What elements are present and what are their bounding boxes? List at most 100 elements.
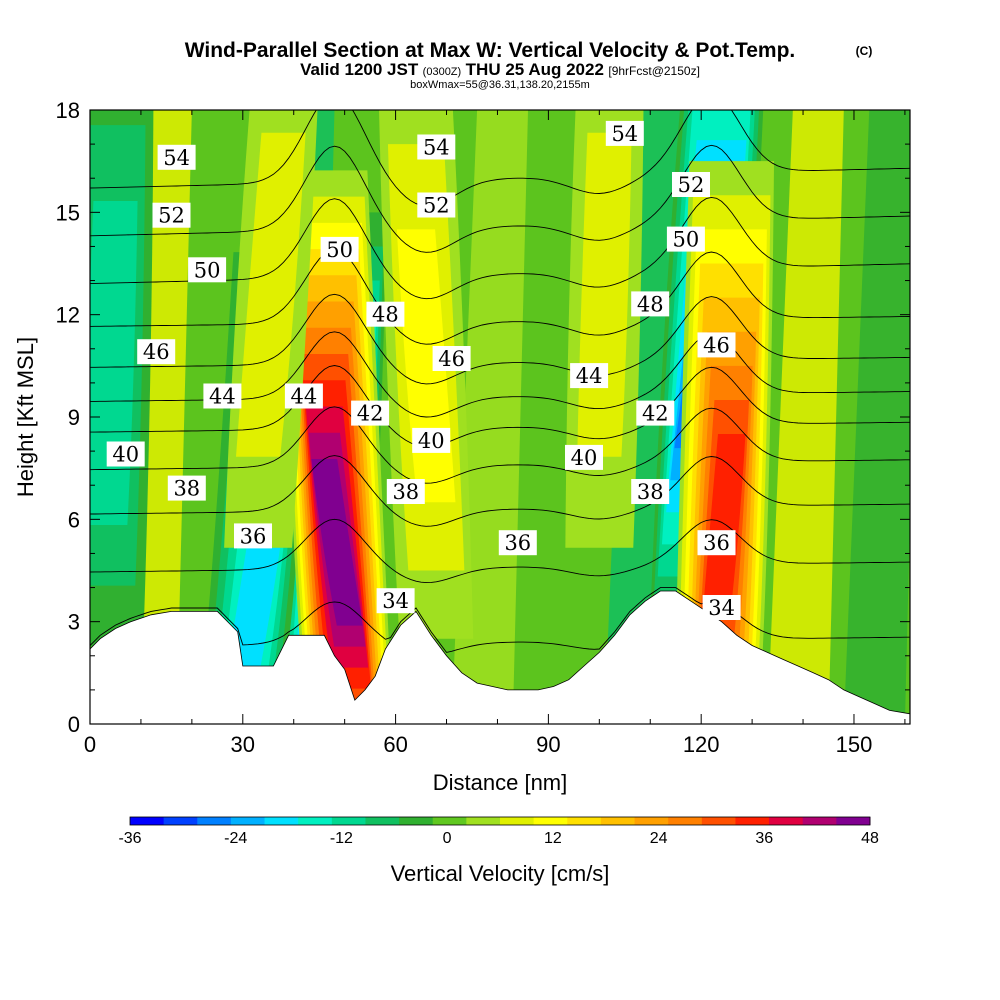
isentrope-label-52-4: 52 xyxy=(417,192,456,218)
isentrope-42 xyxy=(90,365,910,448)
isentrope-label-text: 48 xyxy=(372,303,399,327)
y-tick-label-3: 3 xyxy=(68,610,80,635)
x-axis: 0 30 60 90 120 150 xyxy=(84,110,906,757)
x-tick-label-120: 120 xyxy=(683,732,720,757)
isentrope-label-text: 36 xyxy=(703,531,730,555)
y-tick-label-15: 15 xyxy=(56,200,80,225)
colorbar-swatch-20 xyxy=(802,817,837,825)
isentrope-label-54-2: 54 xyxy=(605,120,644,146)
x-axis-label: Distance [nm] xyxy=(433,770,568,795)
isentrope-label-box xyxy=(386,479,425,504)
colorbar-tick-label-0: 0 xyxy=(443,830,452,847)
isentrope-label-38-22: 38 xyxy=(167,475,206,501)
isentrope-48 xyxy=(90,248,910,345)
colorbar-swatch-18 xyxy=(735,817,770,825)
isentrope-label-box xyxy=(188,257,227,283)
isentrope-label-40-20: 40 xyxy=(412,427,451,453)
isentrope-label-box xyxy=(636,400,675,426)
colorbar-swatch-16 xyxy=(668,817,703,825)
isentrope-label-40-19: 40 xyxy=(106,441,145,467)
isentrope-label-box xyxy=(570,363,609,389)
isentrope-label-text: 52 xyxy=(158,204,185,228)
isentrope-label-box xyxy=(605,120,644,146)
colorbar-swatch-7 xyxy=(365,817,400,825)
box-wmax-subtitle: boxWmax=55@36.31,138.20,2155m xyxy=(410,79,590,91)
y-tick-label-6: 6 xyxy=(68,507,80,532)
x-tick-label-150: 150 xyxy=(836,732,873,757)
colorbar-swatch-15 xyxy=(634,817,669,825)
isentrope-label-text: 46 xyxy=(703,333,730,357)
isentrope-label-text: 50 xyxy=(673,228,700,252)
colorbar-swatch-12 xyxy=(533,817,568,825)
isentrope-34 xyxy=(90,587,910,653)
isentrope-label-text: 50 xyxy=(194,258,221,282)
isentrope-label-54-0: 54 xyxy=(157,144,196,170)
background-stripe-4 xyxy=(767,110,844,724)
colorbar-swatch-0 xyxy=(130,817,165,825)
colorbar-swatch-5 xyxy=(298,817,333,825)
isentrope-label-box xyxy=(234,523,272,549)
isentrope-labels: 54 54 54 52 52 52 50 50 50 48 48 46 46 46 44 44 44 42 42 40… xyxy=(106,120,741,620)
background-stripe-5 xyxy=(843,110,910,724)
colorbar-swatch-11 xyxy=(500,817,535,825)
colorbar-swatch-4 xyxy=(264,817,299,825)
isentrope-label-44-15: 44 xyxy=(284,383,323,409)
colorbar-swatch-10 xyxy=(466,817,501,825)
isentrope-label-50-6: 50 xyxy=(188,257,227,283)
isentrope-lines xyxy=(90,110,910,653)
terrain-mask xyxy=(90,590,910,724)
isentrope-label-box xyxy=(351,400,390,426)
isentrope-label-52-5: 52 xyxy=(672,172,710,197)
isentrope-label-34-29: 34 xyxy=(702,595,741,620)
isentrope-46 xyxy=(90,293,910,385)
y-tick-label-9: 9 xyxy=(68,405,80,430)
isentrope-label-text: 42 xyxy=(357,402,384,426)
isentrope-label-box xyxy=(412,427,451,453)
isentrope-label-text: 52 xyxy=(423,194,450,218)
isentrope-label-48-10: 48 xyxy=(631,291,670,317)
isentrope-label-box xyxy=(565,444,603,470)
isentrope-label-box xyxy=(366,301,405,327)
isentrope-label-text: 54 xyxy=(163,146,190,170)
x-tick-label-30: 30 xyxy=(231,732,255,757)
isentrope-label-text: 50 xyxy=(326,238,353,262)
isentrope-label-36-25: 36 xyxy=(234,523,272,549)
isentrope-label-text: 44 xyxy=(291,385,318,409)
colorbar-swatch-2 xyxy=(197,817,232,825)
y-tick-label-12: 12 xyxy=(56,303,80,328)
isentrope-label-44-16: 44 xyxy=(570,363,609,389)
isentrope-label-text: 46 xyxy=(143,340,170,364)
isentrope-label-box xyxy=(320,236,359,262)
colorbar-tick-label-24: 24 xyxy=(650,830,668,847)
isentrope-label-38-23: 38 xyxy=(386,479,425,504)
colorbar-swatch-1 xyxy=(163,817,198,825)
updraft-band-1-level-36 xyxy=(702,434,746,615)
isentrope-50 xyxy=(90,196,910,300)
isentrope-label-36-27: 36 xyxy=(697,530,736,556)
isentrope-label-box xyxy=(157,144,196,170)
isentrope-label-52-3: 52 xyxy=(152,202,191,228)
isentrope-label-box xyxy=(702,595,741,620)
isentrope-label-42-17: 42 xyxy=(351,400,390,426)
isentrope-label-text: 40 xyxy=(571,446,598,470)
copyright-mark: (C) xyxy=(856,44,873,58)
isentrope-label-box xyxy=(376,588,415,614)
colorbar-tick-label--12: -12 xyxy=(330,830,353,847)
x-tick-label-0: 0 xyxy=(84,732,96,757)
isentrope-label-text: 52 xyxy=(678,173,705,197)
isentrope-label-box xyxy=(203,383,242,409)
colorbar-swatch-3 xyxy=(230,817,266,825)
isentrope-label-text: 38 xyxy=(392,480,419,504)
isentrope-label-text: 34 xyxy=(708,596,735,620)
isentrope-label-40-21: 40 xyxy=(565,444,603,470)
isentrope-label-box xyxy=(666,226,705,252)
colorbar-swatch-17 xyxy=(701,817,736,825)
colorbar: -36 -24 -12 0 12 24 36 48 xyxy=(118,816,879,847)
isentrope-label-44-14: 44 xyxy=(203,383,242,409)
isentrope-label-48-9: 48 xyxy=(366,301,405,327)
updraft-band-4-level-8 xyxy=(236,132,306,457)
colorbar-swatch-19 xyxy=(769,817,804,825)
isentrope-40 xyxy=(90,406,910,484)
y-tick-label-0: 0 xyxy=(68,712,80,737)
